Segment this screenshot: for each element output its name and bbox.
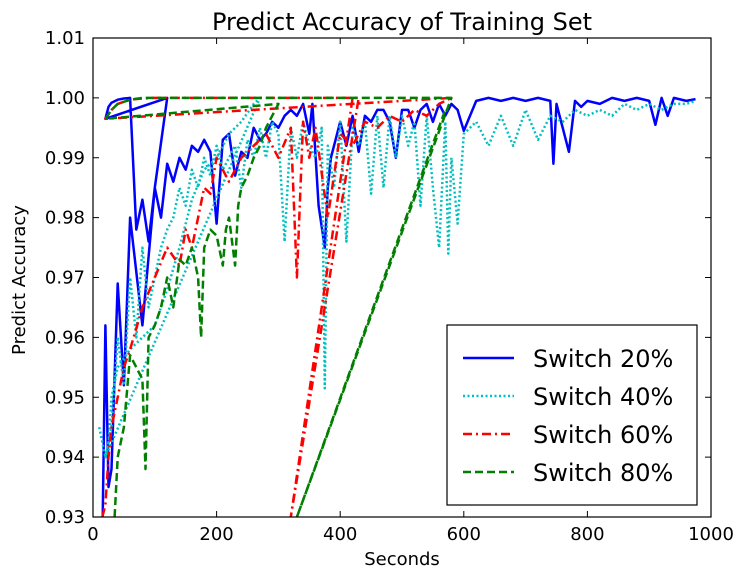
axis-layer: 0 200 400 600 800 1000 0.93 0.94 0.95 0.96 0.97 0.9… (45, 28, 734, 545)
series-line-4 (104, 96, 453, 517)
series-line-3 (101, 96, 453, 517)
legend-box (446, 324, 698, 506)
x-tick-label: 600 (447, 524, 481, 545)
y-tick-label: 1.01 (45, 28, 85, 49)
y-tick-label: 0.93 (45, 507, 85, 528)
y-tick-label: 0.97 (45, 268, 85, 289)
series-layer (97, 96, 696, 517)
legend-label: Switch 80% (533, 459, 673, 487)
x-axis-title: Seconds (364, 549, 440, 570)
y-tick-label: 0.99 (45, 148, 85, 169)
x-tick-label: 200 (199, 524, 233, 545)
x-tick-label: 0 (87, 524, 98, 545)
y-tick-label: 0.98 (45, 208, 85, 229)
y-tick-label: 1.00 (45, 88, 85, 109)
y-tick-label: 0.94 (45, 447, 85, 468)
y-axis-title: Predict Accuracy (9, 205, 30, 355)
x-tick-label: 400 (323, 524, 357, 545)
legend-label: Switch 40% (533, 383, 673, 411)
legend-label: Switch 60% (533, 421, 673, 449)
x-tick-label: 1000 (688, 524, 734, 545)
y-tick-label: 0.96 (45, 327, 85, 348)
legend-label: Switch 20% (533, 345, 673, 373)
y-tick-label: 0.95 (45, 387, 85, 408)
x-tick-label: 800 (570, 524, 604, 545)
legend: Switch 20% Switch 40% Switch 60% Switch 80% (446, 324, 698, 506)
chart-title: Predict Accuracy of Training Set (212, 8, 592, 36)
